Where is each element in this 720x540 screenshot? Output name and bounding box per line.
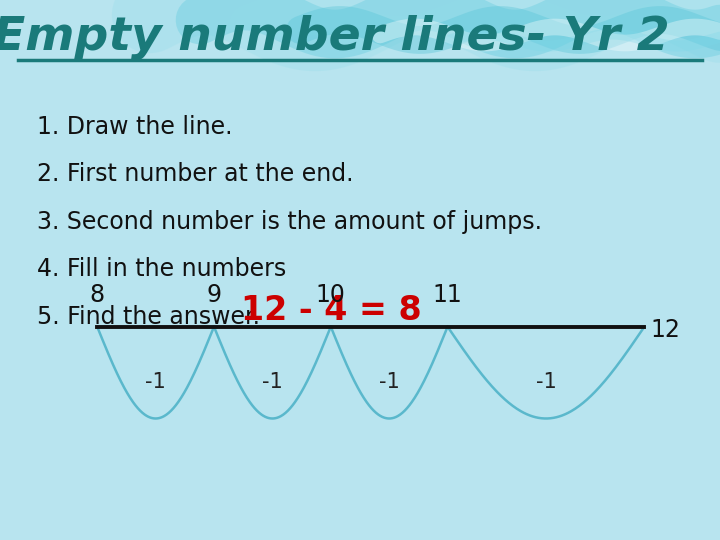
Text: Empty number lines- Yr 2: Empty number lines- Yr 2 (0, 16, 670, 60)
Text: 10: 10 (316, 283, 346, 307)
Text: 12: 12 (650, 318, 680, 342)
Text: -1: -1 (379, 372, 400, 392)
Text: -1: -1 (536, 372, 557, 392)
Text: 3. Second number is the amount of jumps.: 3. Second number is the amount of jumps. (37, 210, 541, 234)
Text: 12 - 4 = 8: 12 - 4 = 8 (240, 294, 422, 327)
Text: -1: -1 (262, 372, 283, 392)
Text: 9: 9 (207, 283, 222, 307)
Text: 4. Fill in the numbers: 4. Fill in the numbers (37, 258, 286, 281)
Text: 11: 11 (433, 283, 462, 307)
Text: 1. Draw the line.: 1. Draw the line. (37, 115, 232, 139)
Text: 5. Find the answer.: 5. Find the answer. (37, 305, 260, 329)
Text: -1: -1 (145, 372, 166, 392)
Text: 2. First number at the end.: 2. First number at the end. (37, 163, 353, 186)
Text: 8: 8 (89, 283, 105, 307)
